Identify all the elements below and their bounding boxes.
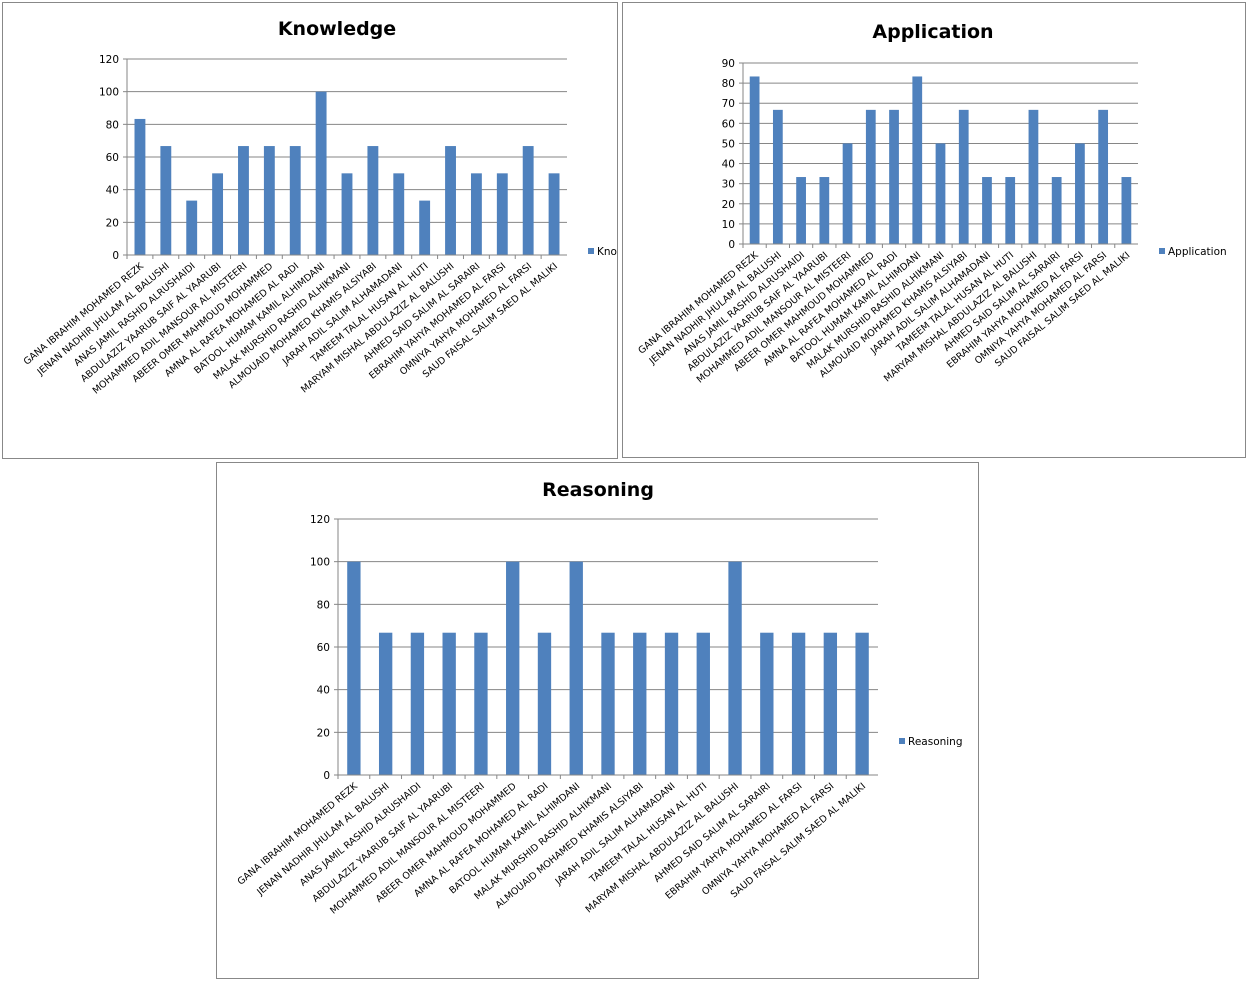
bar	[728, 561, 742, 775]
bar	[760, 632, 774, 775]
y-tick-label: 10	[722, 219, 735, 231]
bar	[378, 632, 393, 775]
y-tick-label: 20	[106, 217, 119, 229]
bar	[160, 146, 172, 255]
y-tick-label: 30	[722, 179, 735, 191]
y-tick-label: 0	[112, 250, 119, 262]
y-tick-label: 80	[317, 599, 330, 611]
bar	[470, 173, 482, 255]
bar	[522, 146, 534, 255]
bar	[1121, 177, 1132, 244]
bar	[1005, 177, 1016, 244]
bar	[474, 632, 488, 775]
bar	[889, 109, 899, 244]
bar	[819, 177, 830, 244]
legend-swatch	[1159, 248, 1165, 254]
bar	[393, 173, 405, 255]
reasoning-chart-panel: Reasoning 0 20 40 60 80 100 120 GANA IBRAHIM MOH…	[216, 462, 979, 979]
y-tick-label: 70	[722, 98, 735, 110]
bar	[367, 146, 379, 255]
bar	[633, 632, 647, 775]
bar	[186, 200, 198, 255]
bar	[289, 146, 301, 255]
bar	[496, 173, 508, 255]
y-tick-label: 80	[106, 119, 119, 131]
legend-label: Knowledge	[597, 246, 618, 258]
bar	[791, 632, 806, 775]
bar	[347, 561, 361, 775]
bar	[982, 177, 992, 244]
bar	[1075, 143, 1085, 244]
bar	[796, 177, 806, 244]
bar	[912, 76, 923, 244]
bar	[696, 632, 710, 775]
bar	[548, 173, 560, 255]
y-tick-label: 40	[722, 159, 735, 171]
bar	[238, 146, 249, 255]
bar	[419, 200, 431, 255]
y-tick-label: 0	[323, 770, 330, 782]
y-tick-label: 120	[310, 514, 330, 526]
y-tick-label: 90	[722, 58, 735, 70]
x-category-label: ALMOUAID MOHAMED KHAMIS ALSIYABI	[494, 781, 646, 911]
bar	[1028, 109, 1039, 244]
y-tick-label: 120	[99, 54, 119, 66]
y-tick-label: 100	[310, 557, 330, 569]
bar	[842, 143, 853, 244]
bar	[506, 561, 520, 775]
legend-swatch	[588, 248, 594, 254]
bar	[537, 632, 552, 775]
bar	[410, 632, 425, 775]
bar	[445, 146, 456, 255]
y-tick-label: 0	[728, 239, 735, 251]
bar	[855, 632, 869, 775]
bar	[134, 118, 146, 256]
y-tick-label: 60	[722, 118, 735, 130]
bar	[601, 632, 615, 775]
bar	[823, 632, 838, 775]
y-tick-label: 20	[722, 199, 735, 211]
bar	[442, 632, 456, 775]
chart-title: Knowledge	[278, 18, 396, 40]
y-tick-label: 50	[722, 138, 735, 150]
bar	[1051, 177, 1062, 244]
y-tick-label: 20	[317, 727, 330, 739]
y-tick-label: 40	[317, 685, 330, 697]
application-chart-panel: Application 0 10 20 30 40 50 60 70 80 90 GANA IBRAH…	[622, 2, 1246, 458]
y-tick-label: 100	[99, 87, 119, 99]
bar	[212, 173, 224, 255]
y-tick-label: 40	[106, 185, 119, 197]
chart-title: Reasoning	[542, 479, 654, 501]
legend-label: Application	[1168, 246, 1227, 258]
knowledge-chart-panel: Knowledge 0 20 40 60 80 100 120 GANA IBRAHIM MOH…	[2, 2, 618, 459]
bar	[935, 143, 946, 244]
bar	[772, 109, 783, 244]
legend-swatch	[899, 738, 905, 744]
y-tick-label: 80	[722, 78, 735, 90]
bar	[263, 146, 275, 255]
bar	[865, 109, 876, 244]
bar	[1098, 109, 1109, 244]
y-tick-label: 60	[106, 152, 119, 164]
legend-label: Reasoning	[908, 736, 963, 748]
chart-title: Application	[872, 21, 993, 43]
bar	[569, 561, 583, 775]
bar	[315, 91, 327, 256]
bar	[958, 109, 969, 244]
y-tick-label: 60	[317, 642, 330, 654]
bar	[664, 632, 679, 775]
bar	[749, 76, 760, 244]
bar	[341, 173, 353, 255]
